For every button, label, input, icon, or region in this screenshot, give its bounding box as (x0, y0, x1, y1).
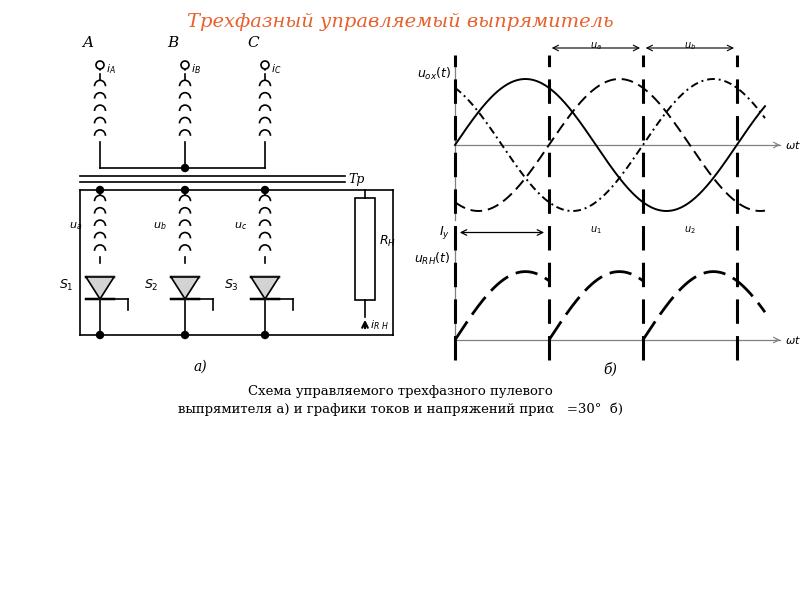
Circle shape (181, 61, 189, 69)
Text: а): а) (193, 360, 207, 374)
Polygon shape (251, 277, 279, 299)
Text: Тр: Тр (348, 173, 364, 185)
Text: $u_a$: $u_a$ (590, 40, 602, 52)
Circle shape (182, 331, 189, 338)
Polygon shape (86, 277, 114, 299)
Text: B: B (167, 36, 178, 50)
Circle shape (97, 331, 103, 338)
Text: $i_{R\ H}$: $i_{R\ H}$ (370, 318, 389, 332)
Text: $u_a$: $u_a$ (69, 220, 82, 232)
Text: $S_2$: $S_2$ (145, 277, 159, 293)
Text: $i_C$: $i_C$ (271, 62, 282, 76)
Text: A: A (82, 36, 94, 50)
Text: $\omega t$: $\omega t$ (785, 139, 800, 151)
Circle shape (97, 187, 103, 193)
Text: $i_A$: $i_A$ (106, 62, 116, 76)
Text: $u_2$: $u_2$ (684, 224, 696, 236)
Text: $u_1$: $u_1$ (590, 224, 602, 236)
Circle shape (96, 61, 104, 69)
Circle shape (182, 164, 189, 172)
Circle shape (261, 61, 269, 69)
Text: $\omega t$: $\omega t$ (785, 334, 800, 346)
Text: $S_3$: $S_3$ (224, 277, 239, 293)
Text: $S_1$: $S_1$ (59, 277, 74, 293)
Text: выпрямителя а) и графики токов и напряжений приα   =30°  б): выпрямителя а) и графики токов и напряже… (178, 402, 622, 415)
Circle shape (262, 187, 269, 193)
Circle shape (182, 187, 189, 193)
Text: C: C (247, 36, 259, 50)
Polygon shape (171, 277, 199, 299)
Text: $R_H$: $R_H$ (379, 233, 396, 248)
Text: $u_c$: $u_c$ (234, 220, 247, 232)
Text: $u_b$: $u_b$ (684, 40, 696, 52)
Text: б): б) (603, 362, 617, 376)
Text: Схема управляемого трехфазного пулевого: Схема управляемого трехфазного пулевого (248, 385, 552, 398)
Text: $u_b$: $u_b$ (154, 220, 167, 232)
Circle shape (262, 331, 269, 338)
Text: Трехфазный управляемый выпрямитель: Трехфазный управляемый выпрямитель (186, 13, 614, 31)
Text: $i_B$: $i_B$ (191, 62, 201, 76)
Text: $u_{RH}(t)$: $u_{RH}(t)$ (414, 251, 451, 267)
Text: $u_{ox}(t)$: $u_{ox}(t)$ (417, 66, 451, 82)
Bar (355, 198, 375, 300)
Text: $I_y$: $I_y$ (439, 224, 450, 241)
